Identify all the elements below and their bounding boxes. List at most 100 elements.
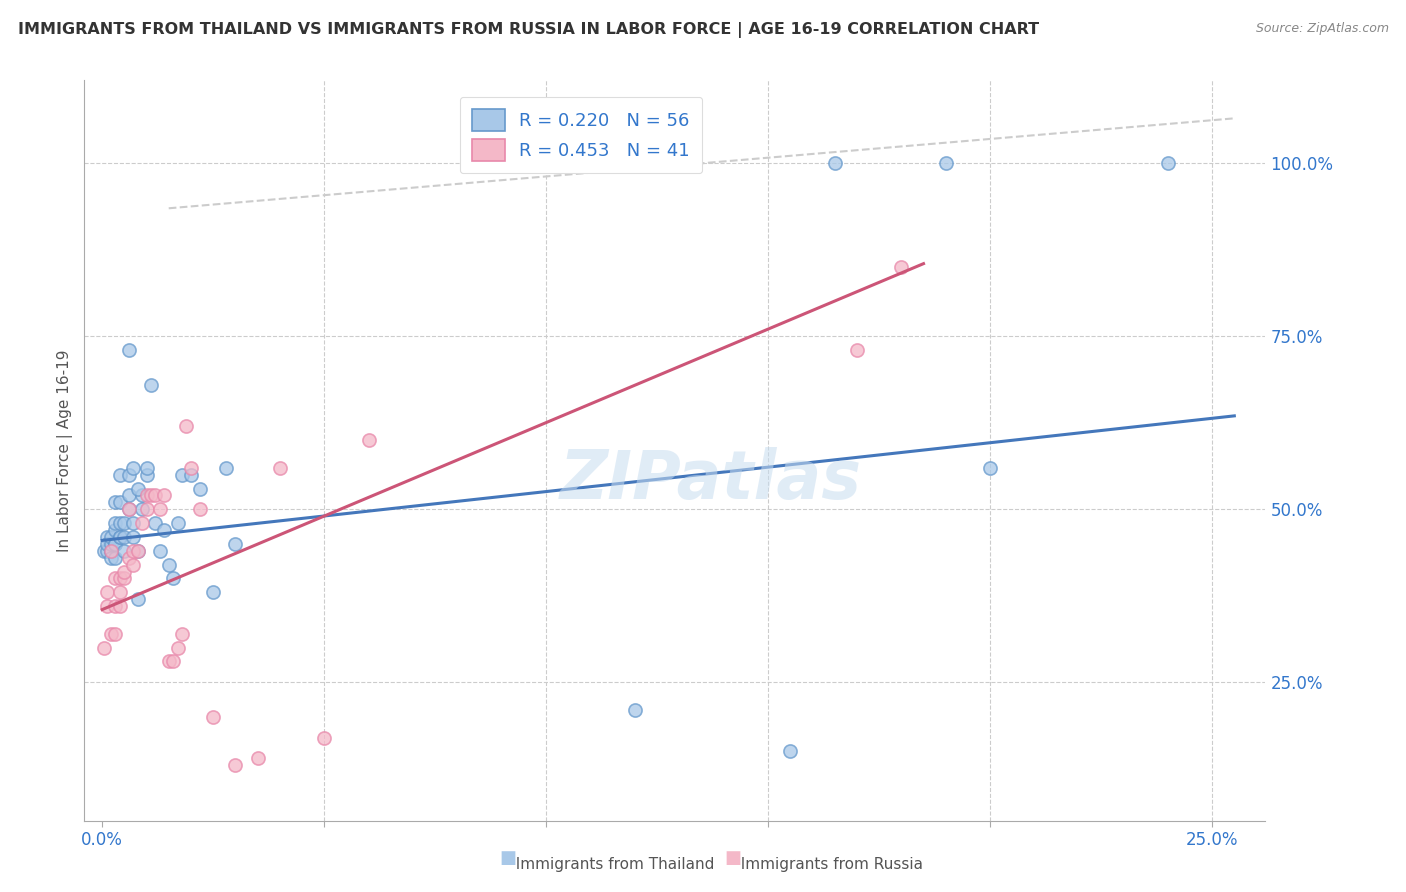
- Point: [100, 550, 122, 565]
- Point: [180, 467, 202, 482]
- Point: [149, 543, 172, 558]
- Point: [104, 516, 127, 530]
- Legend: R = 0.220   N = 56, R = 0.453   N = 41: R = 0.220 N = 56, R = 0.453 N = 41: [460, 96, 703, 173]
- Point: [188, 482, 211, 496]
- Point: [118, 550, 141, 565]
- Point: [104, 599, 127, 614]
- Point: [96, 585, 118, 599]
- Point: [96, 537, 118, 551]
- Point: [108, 467, 131, 482]
- Point: [215, 460, 238, 475]
- Point: [202, 585, 225, 599]
- Point: [104, 627, 127, 641]
- Point: [127, 543, 149, 558]
- Point: [153, 523, 176, 537]
- Point: [357, 433, 380, 447]
- Point: [149, 502, 172, 516]
- Text: ■: ■: [499, 849, 516, 867]
- Point: [246, 751, 269, 765]
- Point: [118, 343, 141, 358]
- Point: [93, 543, 115, 558]
- Point: [104, 537, 127, 551]
- Point: [104, 495, 127, 509]
- Point: [108, 516, 131, 530]
- Point: [979, 460, 1001, 475]
- Point: [135, 488, 157, 502]
- Point: [157, 558, 180, 572]
- Point: [122, 530, 145, 544]
- Point: [202, 710, 225, 724]
- Point: [176, 419, 198, 434]
- Point: [224, 537, 246, 551]
- Point: [108, 530, 131, 544]
- Point: [127, 592, 149, 607]
- Point: [162, 572, 184, 586]
- Point: [118, 467, 141, 482]
- Text: ZIPatlas: ZIPatlas: [560, 447, 862, 513]
- Point: [314, 731, 336, 745]
- Point: [269, 460, 291, 475]
- Point: [145, 488, 167, 502]
- Point: [96, 599, 118, 614]
- Point: [112, 516, 135, 530]
- Point: [890, 260, 912, 274]
- Point: [108, 530, 131, 544]
- Point: [100, 537, 122, 551]
- Point: [112, 530, 135, 544]
- Text: Immigrants from Thailand: Immigrants from Thailand: [506, 857, 714, 872]
- Point: [118, 502, 141, 516]
- Point: [118, 502, 141, 516]
- Text: IMMIGRANTS FROM THAILAND VS IMMIGRANTS FROM RUSSIA IN LABOR FORCE | AGE 16-19 CO: IMMIGRANTS FROM THAILAND VS IMMIGRANTS F…: [18, 22, 1039, 38]
- Point: [104, 550, 127, 565]
- Text: ■: ■: [724, 849, 741, 867]
- Point: [1157, 156, 1180, 170]
- Point: [112, 543, 135, 558]
- Point: [122, 460, 145, 475]
- Point: [122, 558, 145, 572]
- Point: [108, 572, 131, 586]
- Point: [824, 156, 846, 170]
- Point: [96, 530, 118, 544]
- Point: [624, 703, 647, 717]
- Point: [100, 543, 122, 558]
- Point: [131, 502, 153, 516]
- Point: [153, 488, 176, 502]
- Y-axis label: In Labor Force | Age 16-19: In Labor Force | Age 16-19: [58, 349, 73, 552]
- Point: [104, 572, 127, 586]
- Text: Immigrants from Russia: Immigrants from Russia: [731, 857, 924, 872]
- Point: [170, 467, 193, 482]
- Point: [100, 543, 122, 558]
- Point: [139, 488, 162, 502]
- Point: [93, 640, 115, 655]
- Point: [162, 655, 184, 669]
- Point: [180, 460, 202, 475]
- Point: [166, 516, 188, 530]
- Point: [145, 516, 167, 530]
- Point: [104, 523, 127, 537]
- Point: [100, 627, 122, 641]
- Point: [170, 627, 193, 641]
- Point: [127, 482, 149, 496]
- Point: [139, 377, 162, 392]
- Point: [122, 543, 145, 558]
- Point: [108, 599, 131, 614]
- Point: [166, 640, 188, 655]
- Point: [112, 565, 135, 579]
- Point: [108, 585, 131, 599]
- Point: [188, 502, 211, 516]
- Point: [534, 156, 557, 170]
- Point: [112, 572, 135, 586]
- Point: [779, 744, 801, 758]
- Point: [96, 543, 118, 558]
- Point: [100, 543, 122, 558]
- Point: [135, 502, 157, 516]
- Point: [108, 495, 131, 509]
- Point: [135, 460, 157, 475]
- Point: [131, 488, 153, 502]
- Point: [118, 488, 141, 502]
- Text: Source: ZipAtlas.com: Source: ZipAtlas.com: [1256, 22, 1389, 36]
- Point: [157, 655, 180, 669]
- Point: [135, 467, 157, 482]
- Point: [100, 530, 122, 544]
- Point: [104, 537, 127, 551]
